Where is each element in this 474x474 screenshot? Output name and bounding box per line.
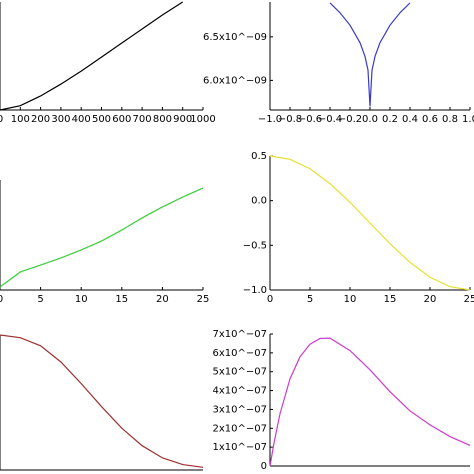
x-tick-label: −0.4 bbox=[318, 114, 342, 125]
y-tick-label: 0.5 bbox=[251, 151, 267, 162]
y-tick-label: 7x10^−07 bbox=[213, 329, 268, 340]
y-tick-label: 1x10^−07 bbox=[213, 442, 268, 453]
curve bbox=[0, 1, 184, 111]
x-tick-label: 400 bbox=[72, 114, 91, 125]
x-tick-label: 0.8 bbox=[442, 114, 458, 125]
curve bbox=[269, 155, 471, 291]
x-tick-label: 5 bbox=[307, 294, 313, 305]
x-tick-label: 200 bbox=[31, 114, 50, 125]
x-tick-label: 25 bbox=[197, 294, 210, 305]
x-tick-label: 0.4 bbox=[402, 114, 418, 125]
y-tick-label: 6.0x10^−09 bbox=[203, 75, 267, 86]
x-tick-label: 20 bbox=[156, 294, 169, 305]
x-tick-label: 25 bbox=[464, 294, 474, 305]
curve bbox=[0, 187, 204, 288]
x-tick-label: 300 bbox=[51, 114, 70, 125]
curve bbox=[269, 337, 471, 467]
y-tick-label: 4x10^−07 bbox=[213, 386, 268, 397]
x-tick-label: −0.2 bbox=[338, 114, 362, 125]
x-tick-label: 0 bbox=[0, 294, 3, 305]
x-tick-label: 0.2 bbox=[382, 114, 398, 125]
x-tick-label: 1000 bbox=[190, 114, 215, 125]
x-tick-label: 0 bbox=[267, 294, 273, 305]
y-tick-label: 6.5x10^−09 bbox=[203, 32, 267, 43]
y-tick-label: 3x10^−07 bbox=[213, 404, 268, 415]
curve bbox=[0, 334, 204, 468]
x-tick-label: 800 bbox=[153, 114, 172, 125]
y-tick-label: −1.0 bbox=[243, 285, 267, 296]
x-tick-label: 10 bbox=[344, 294, 357, 305]
x-tick-label: 20 bbox=[424, 294, 437, 305]
x-tick-label: 600 bbox=[112, 114, 131, 125]
x-tick-label: 15 bbox=[384, 294, 397, 305]
x-tick-label: 0.6 bbox=[422, 114, 438, 125]
y-tick-label: 6x10^−07 bbox=[213, 348, 268, 359]
x-tick-label: 900 bbox=[173, 114, 192, 125]
x-tick-label: −0.6 bbox=[298, 114, 322, 125]
x-tick-label: −1.0 bbox=[258, 114, 282, 125]
y-tick-label: 0 bbox=[261, 461, 267, 472]
y-tick-label: −0.5 bbox=[243, 240, 267, 251]
x-tick-label: 10 bbox=[75, 294, 88, 305]
x-tick-label: 100 bbox=[11, 114, 30, 125]
x-tick-label: 1.0 bbox=[462, 114, 474, 125]
curve bbox=[329, 2, 411, 107]
x-tick-label: −0.8 bbox=[278, 114, 302, 125]
x-tick-label: 500 bbox=[92, 114, 111, 125]
y-tick-label: 5x10^−07 bbox=[213, 367, 268, 378]
x-tick-label: 0 bbox=[0, 114, 3, 125]
x-tick-label: 0.0 bbox=[362, 114, 378, 125]
y-tick-label: 2x10^−07 bbox=[213, 423, 268, 434]
y-tick-label: 0.0 bbox=[251, 196, 267, 207]
x-tick-label: 700 bbox=[133, 114, 152, 125]
x-tick-label: 5 bbox=[37, 294, 43, 305]
x-tick-label: 15 bbox=[115, 294, 128, 305]
